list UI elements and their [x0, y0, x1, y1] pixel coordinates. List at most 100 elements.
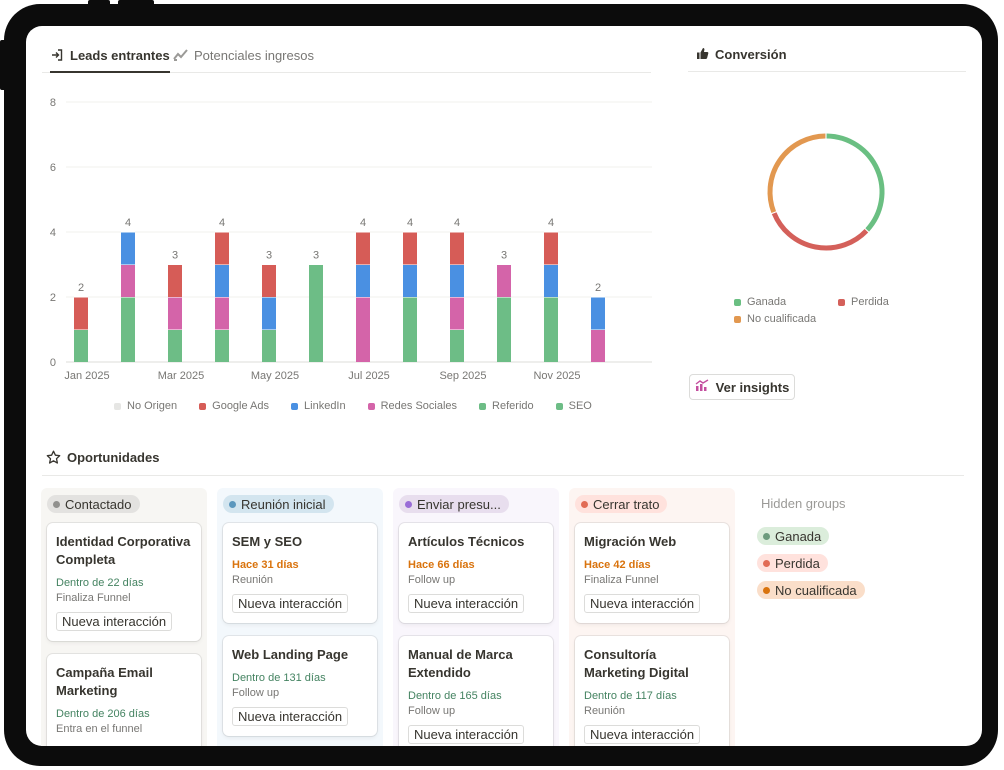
- card-due: Dentro de 206 días: [56, 708, 150, 720]
- hidden-group-label: Perdida: [775, 555, 820, 571]
- column-status-pill[interactable]: Reunión inicial: [223, 495, 334, 513]
- card-due: Dentro de 131 días: [232, 672, 326, 684]
- donut-slice-ganada[interactable]: [826, 133, 885, 232]
- card-stage: Follow up: [232, 687, 280, 699]
- board-column-reunion-inicial: Reunión inicial SEM y SEO Hace 31 días R…: [217, 488, 383, 746]
- conversion-donut-chart: [767, 133, 885, 251]
- card-title: Artículos Técnicos: [408, 534, 525, 549]
- legend-label: Perdida: [851, 296, 889, 308]
- bar-chart-legend: No Origen Google Ads LinkedIn Redes Sociale…: [114, 400, 592, 412]
- x-tick-label: May 2025: [251, 370, 299, 382]
- column-name: Contactado: [65, 496, 132, 512]
- opportunity-card[interactable]: Identidad Corporativa Completa Dentro de…: [47, 523, 201, 641]
- legend-label: SEO: [568, 400, 592, 412]
- legend-swatch: [479, 402, 487, 410]
- legend-item-no-cualificada: No cualificada: [734, 313, 816, 325]
- conversion-header: Conversión: [688, 38, 966, 72]
- bar-total-label: 4: [219, 217, 225, 229]
- column-status-pill[interactable]: Contactado: [47, 495, 140, 513]
- opportunity-card[interactable]: Migración Web Hace 42 días Finaliza Funn…: [575, 523, 729, 623]
- legend-swatch: [114, 402, 121, 410]
- ver-insights-button[interactable]: Ver insights: [689, 374, 795, 400]
- status-dot: [53, 500, 60, 508]
- card-stage: Reunión: [232, 574, 273, 586]
- card-stage: Reunión: [584, 705, 625, 717]
- bar-segment: [544, 297, 558, 362]
- bar-segment: [450, 232, 464, 265]
- bar-total-label: 4: [125, 217, 131, 229]
- status-dot: [405, 500, 412, 508]
- hidden-group-no-cualificada[interactable]: No cualificada: [757, 581, 865, 599]
- legend-label: No cualificada: [747, 313, 817, 325]
- legend-item-perdida: Perdida: [838, 296, 889, 308]
- opportunities-header: Oportunidades: [42, 450, 964, 476]
- nueva-interaccion-button[interactable]: Nueva interacción: [584, 725, 701, 744]
- legend-item[interactable]: LinkedIn: [291, 400, 346, 412]
- column-name: Reunión inicial: [241, 496, 326, 512]
- ver-insights-label: Ver insights: [715, 379, 790, 395]
- nueva-interaccion-button[interactable]: Nueva interacción: [408, 725, 525, 744]
- nueva-interaccion-button[interactable]: Nueva interacción: [56, 612, 173, 631]
- nueva-interaccion-button[interactable]: Nueva interacción: [408, 594, 525, 613]
- bar-segment: [544, 232, 558, 265]
- card-stage: Entra en el funnel: [56, 723, 143, 735]
- hidden-groups-title: Hidden groups: [761, 496, 846, 511]
- status-dot: [229, 500, 236, 508]
- device-button: [0, 40, 6, 90]
- status-dot: [763, 586, 770, 594]
- nueva-interaccion-button[interactable]: Nueva interacción: [232, 707, 349, 726]
- bar-total-label: 4: [548, 217, 554, 229]
- legend-item[interactable]: Google Ads: [199, 400, 269, 412]
- hidden-group-perdida[interactable]: Perdida: [757, 554, 828, 572]
- bar-segment: [403, 264, 417, 297]
- hidden-group-ganada[interactable]: Ganada: [757, 527, 830, 545]
- card-due: Hace 31 días: [232, 559, 299, 571]
- legend-label: Referido: [492, 400, 534, 412]
- opportunity-card[interactable]: Consultoría Marketing Digital Dentro de …: [575, 636, 729, 746]
- legend-swatch: [734, 298, 741, 306]
- login-arrow-icon: [50, 48, 64, 62]
- donut-slice-no-cualificada[interactable]: [767, 133, 826, 213]
- thumbs-up-icon: [696, 47, 709, 63]
- x-tick-label: Jan 2025: [64, 370, 109, 382]
- tab-leads-entrantes[interactable]: Leads entrantes: [50, 38, 170, 73]
- bar-total-label: 3: [501, 250, 507, 262]
- tab-potenciales-ingresos[interactable]: Potenciales ingresos: [173, 38, 314, 72]
- column-status-pill[interactable]: Enviar presu...: [399, 495, 509, 513]
- legend-label: Ganada: [747, 296, 787, 308]
- chart-insights-icon: [695, 379, 710, 395]
- bar-segment: [168, 297, 182, 330]
- legend-item[interactable]: Referido: [479, 400, 534, 412]
- legend-swatch: [291, 402, 299, 410]
- trend-chart-icon: [173, 48, 188, 62]
- legend-swatch: [367, 402, 375, 410]
- bar-segment: [74, 297, 88, 330]
- opportunity-card[interactable]: Manual de Marca Extendido Dentro de 165 …: [399, 636, 553, 746]
- nueva-interaccion-button[interactable]: Nueva interacción: [584, 594, 701, 613]
- board-column-cerrar-trato: Cerrar trato Migración Web Hace 42 días …: [569, 488, 735, 746]
- nueva-interaccion-button[interactable]: Nueva interacción: [232, 594, 349, 613]
- card-due: Dentro de 22 días: [56, 577, 144, 589]
- bar-total-label: 4: [360, 217, 366, 229]
- bar-segment: [121, 232, 135, 265]
- status-dot: [581, 500, 588, 508]
- opportunity-card[interactable]: Web Landing Page Dentro de 131 días Foll…: [223, 636, 377, 736]
- card-title: Identidad Corporativa Completa: [56, 534, 191, 567]
- tab-label: Leads entrantes: [70, 47, 170, 63]
- opportunity-card[interactable]: Campaña Email Marketing Dentro de 206 dí…: [47, 654, 201, 746]
- bar-segment: [215, 264, 229, 297]
- device-button: [118, 0, 154, 6]
- legend-item[interactable]: Redes Sociales: [367, 400, 457, 412]
- legend-item[interactable]: No Origen: [114, 400, 177, 412]
- opportunity-card[interactable]: Artículos Técnicos Hace 66 días Follow u…: [399, 523, 553, 623]
- tab-label: Potenciales ingresos: [194, 47, 314, 63]
- donut-slice-perdida[interactable]: [771, 212, 869, 251]
- column-status-pill[interactable]: Cerrar trato: [575, 495, 668, 513]
- card-stage: Finaliza Funnel: [56, 592, 131, 604]
- legend-swatch: [555, 402, 563, 410]
- opportunity-card[interactable]: SEM y SEO Hace 31 días Reunión Nueva int…: [223, 523, 377, 623]
- bar-segment: [215, 232, 229, 265]
- bar-segment: [356, 232, 370, 265]
- bar-segment: [591, 329, 605, 362]
- legend-item[interactable]: SEO: [555, 400, 592, 412]
